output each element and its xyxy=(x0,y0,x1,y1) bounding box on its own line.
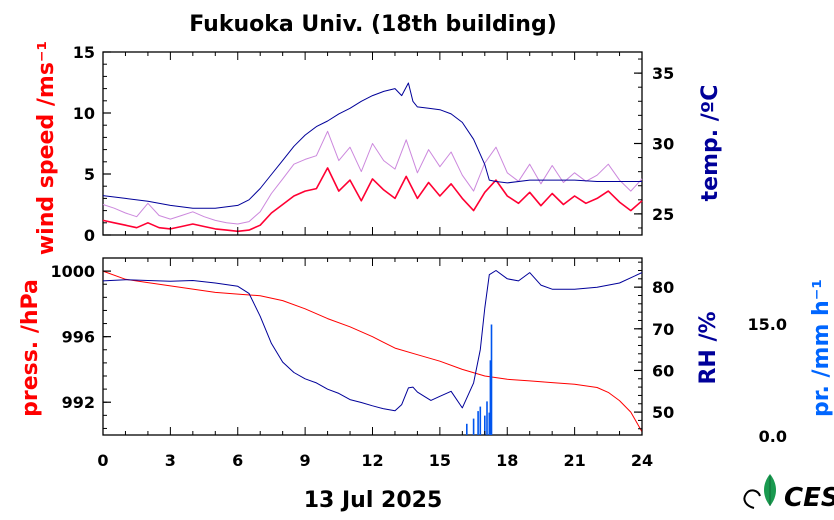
pressure-axis-tick-label: 992 xyxy=(62,393,95,412)
precipitation-bar xyxy=(488,412,491,435)
wind-axis-tick-label: 5 xyxy=(84,165,95,184)
x-tick-label: 0 xyxy=(97,451,108,470)
precipitation-tick-label: 0.0 xyxy=(759,427,787,446)
date-label: 13 Jul 2025 xyxy=(304,488,443,513)
pressure-line xyxy=(102,270,643,432)
lower-plot-frame xyxy=(102,257,643,436)
lower-series-layer xyxy=(102,270,643,435)
x-tick-label: 3 xyxy=(165,451,176,470)
precipitation-bar xyxy=(489,360,492,435)
precipitation-bar xyxy=(466,423,468,435)
leaf-logo-icon: CES xyxy=(743,474,834,513)
humidity-axis-label: RH /% xyxy=(696,311,721,384)
wind-axis-tick-label: 0 xyxy=(84,226,95,245)
temperature-line xyxy=(102,82,642,209)
precipitation-axis-label: pr. /mm h⁻¹ xyxy=(809,279,834,417)
x-axis-tick-labels: 0 3 6 9 12 15 18 21 24 xyxy=(97,451,653,470)
precipitation-bar xyxy=(484,415,486,435)
wind-gust-line xyxy=(102,130,643,225)
precipitation-bar xyxy=(477,411,479,435)
temperature-axis-label: temp. /ºC xyxy=(698,85,723,202)
humidity-axis-tick-label: 70 xyxy=(652,320,674,339)
wind-axis-tick-label: 10 xyxy=(73,104,95,123)
humidity-axis-tick-label: 50 xyxy=(652,403,674,422)
wind-speed-line xyxy=(102,167,643,233)
lower-x-ticks xyxy=(102,258,643,435)
upper-right-ticks: 25 30 35 xyxy=(634,58,674,229)
lower-left-ticks: 992 996 1000 xyxy=(50,257,111,429)
logo-text: CES xyxy=(784,483,834,513)
precipitation-bar xyxy=(479,406,482,435)
upper-series-layer xyxy=(102,82,643,233)
x-tick-label: 18 xyxy=(496,451,518,470)
x-tick-label: 6 xyxy=(232,451,243,470)
temp-axis-tick-label: 35 xyxy=(652,64,674,83)
precipitation-ticks: 0.0 15.0 xyxy=(748,315,787,446)
x-tick-label: 15 xyxy=(429,451,451,470)
x-tick-label: 12 xyxy=(361,451,383,470)
upper-x-ticks xyxy=(102,52,643,235)
temp-axis-tick-label: 25 xyxy=(652,205,674,224)
wind-axis-tick-label: 15 xyxy=(73,43,95,62)
precipitation-tick-label: 15.0 xyxy=(748,315,787,334)
x-tick-label: 21 xyxy=(563,451,585,470)
humidity-line xyxy=(102,270,643,412)
precipitation-bar xyxy=(486,401,488,435)
lower-panel: 992 996 1000 50 60 70 80 press. /hPa RH /% pr… xyxy=(18,257,834,446)
x-tick-label: 24 xyxy=(631,451,653,470)
humidity-axis-tick-label: 60 xyxy=(652,361,674,380)
lower-right-ticks: 50 60 70 80 xyxy=(634,261,674,430)
x-tick-label: 9 xyxy=(300,451,311,470)
upper-panel: 0 5 10 15 25 30 35 wind speed /ms⁻¹ temp. /ºC xyxy=(34,41,723,255)
temp-axis-tick-label: 30 xyxy=(652,135,674,154)
pressure-axis-tick-label: 1000 xyxy=(50,262,95,281)
wind-speed-axis-label: wind speed /ms⁻¹ xyxy=(34,41,59,255)
pressure-axis-label: press. /hPa xyxy=(18,279,43,417)
upper-left-ticks: 0 5 10 15 xyxy=(73,43,111,245)
chart-title: Fukuoka Univ. (18th building) xyxy=(189,12,557,37)
pressure-axis-tick-label: 996 xyxy=(62,328,95,347)
humidity-axis-tick-label: 80 xyxy=(652,278,674,297)
precipitation-bar xyxy=(490,324,493,435)
precipitation-bar xyxy=(472,418,475,435)
